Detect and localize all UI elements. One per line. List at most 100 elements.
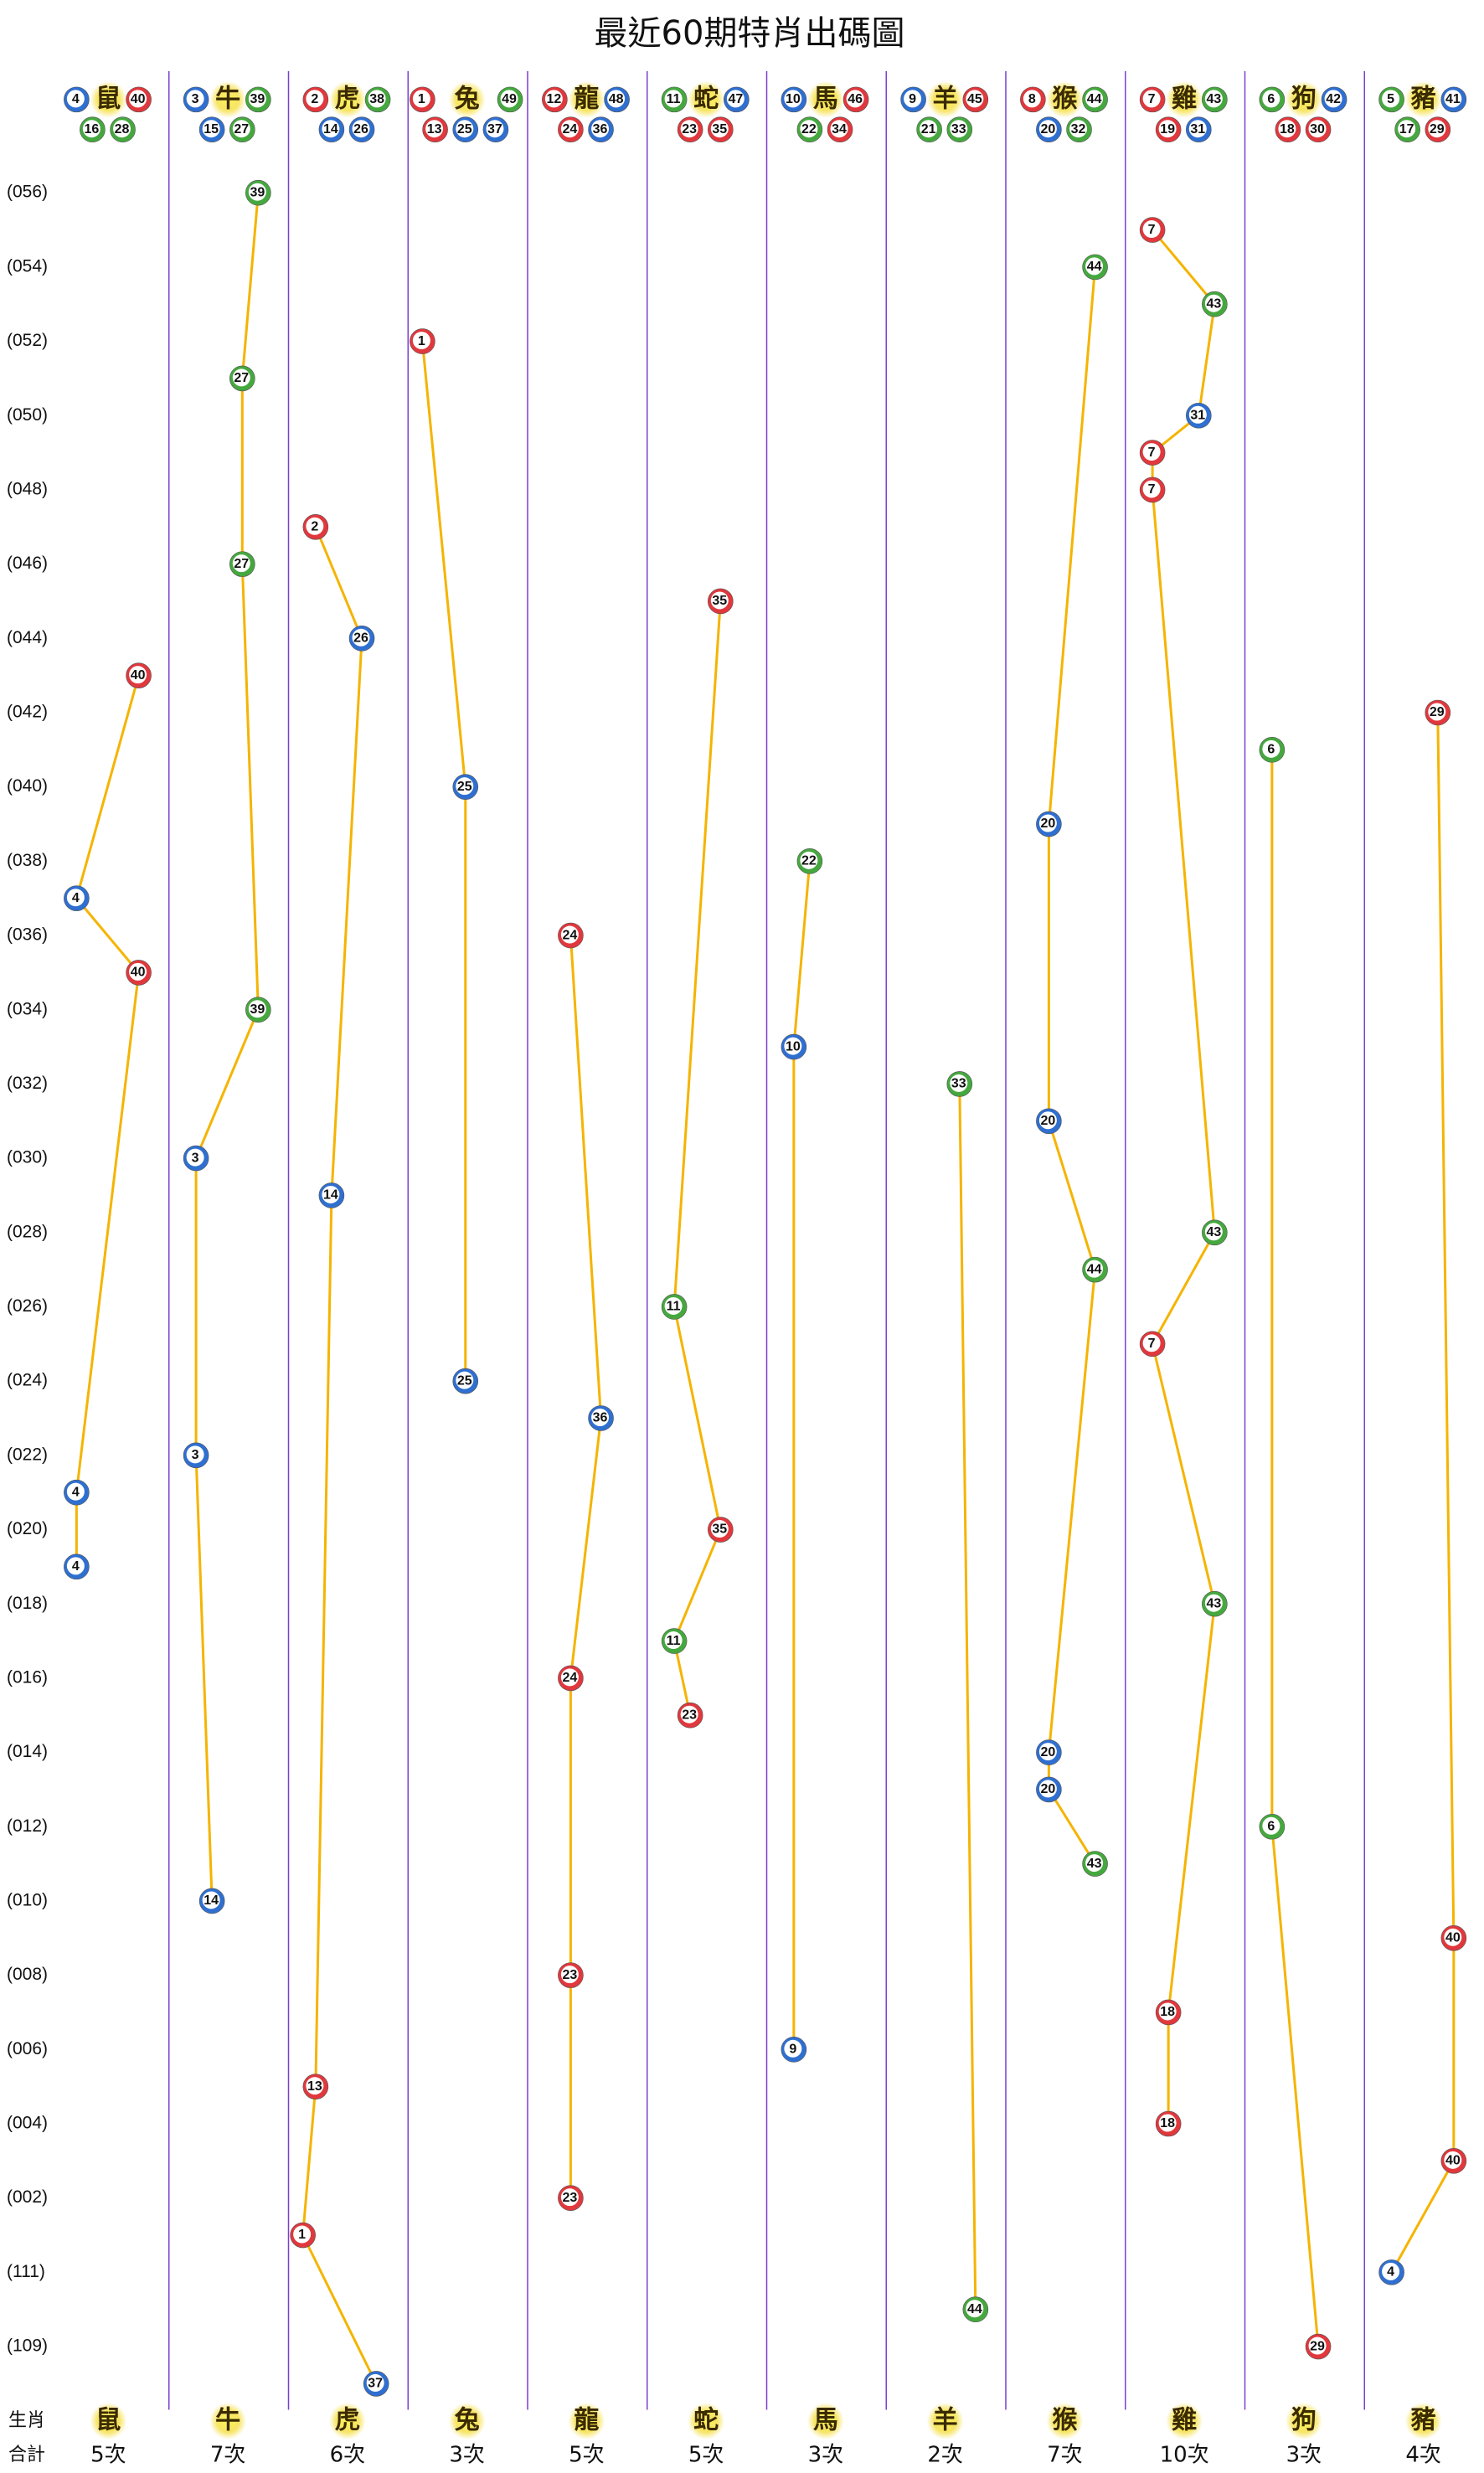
draw-ball: 23 — [558, 2185, 584, 2211]
connector — [194, 1009, 260, 1159]
ball-face — [1444, 1928, 1462, 1946]
header-ball: 4 — [64, 86, 90, 113]
draw-ball: 29 — [1425, 699, 1451, 726]
ball-face — [710, 1520, 729, 1538]
draw-ball: 18 — [1155, 2110, 1182, 2137]
ball-number: 20 — [1040, 1114, 1055, 1128]
ball-face — [500, 90, 518, 108]
ball-number: 13 — [427, 122, 442, 137]
header-ball: 46 — [842, 86, 869, 113]
ball-number: 40 — [1445, 2154, 1461, 2168]
ball-face — [560, 1668, 579, 1687]
header-ball: 11 — [661, 86, 688, 113]
ball-face — [664, 1296, 683, 1315]
zodiac-name: 馬 — [813, 2406, 838, 2435]
ball-face — [425, 120, 444, 138]
name-glow — [90, 2403, 127, 2440]
ball-number: 36 — [593, 1411, 608, 1425]
header-ball: 36 — [588, 116, 614, 143]
ball-face — [1085, 257, 1104, 276]
ball-number: 37 — [487, 122, 502, 137]
y-tick-label: (042) — [7, 703, 48, 722]
ball-face — [846, 90, 864, 108]
ball-face — [186, 90, 204, 108]
ball-number: 42 — [1326, 92, 1341, 106]
ball-number: 18 — [1160, 2005, 1175, 2019]
draw-ball: 4 — [1378, 2259, 1404, 2285]
ball-face — [322, 120, 340, 138]
header-ball: 20 — [1036, 116, 1062, 143]
ball-face — [1142, 443, 1161, 461]
ball-face — [1444, 2151, 1462, 2169]
connector — [1151, 1343, 1216, 1605]
header-ball: 42 — [1321, 86, 1347, 113]
name-glow — [1404, 2403, 1442, 2440]
ball-face — [486, 120, 504, 138]
ball-number: 49 — [502, 92, 517, 106]
ball-face — [830, 120, 848, 138]
ball-number: 2 — [311, 520, 318, 534]
header-ball: 7 — [1139, 86, 1166, 113]
header-ball: 32 — [1066, 116, 1092, 143]
ball-face — [202, 120, 220, 138]
connector — [672, 1306, 722, 1530]
ball-number: 36 — [593, 122, 608, 137]
connector — [75, 897, 140, 974]
ball-number: 24 — [562, 928, 577, 942]
connector — [330, 638, 363, 1196]
draw-ball: 43 — [1202, 1219, 1228, 1246]
draw-ball: 31 — [1186, 402, 1212, 429]
total-count: 6次 — [330, 2443, 366, 2468]
ball-number: 45 — [967, 92, 982, 106]
ball-face — [232, 554, 250, 573]
ball-face — [368, 90, 386, 108]
connector — [958, 1084, 977, 2310]
ball-face — [726, 90, 745, 108]
ball-number: 29 — [1430, 705, 1445, 719]
zodiac-row-label: 生肖 — [8, 2409, 45, 2430]
ball-face — [306, 517, 324, 535]
draw-ball: 40 — [126, 662, 152, 688]
ball-face — [1278, 120, 1296, 138]
header-ball: 31 — [1186, 116, 1212, 143]
ball-number: 3 — [192, 1151, 199, 1165]
ball-face — [1038, 120, 1057, 138]
ball-number: 41 — [1445, 92, 1461, 106]
y-tick-label: (026) — [7, 1296, 48, 1316]
ball-face — [950, 120, 968, 138]
ball-face — [784, 2039, 802, 2058]
ball-number: 29 — [1430, 122, 1445, 137]
ball-face — [366, 2373, 384, 2392]
draw-ball: 24 — [558, 1665, 584, 1692]
draw-ball: 43 — [1202, 1590, 1228, 1617]
ball-face — [1398, 120, 1416, 138]
ball-face — [560, 925, 579, 944]
connector — [1436, 712, 1456, 1939]
ball-number: 11 — [667, 92, 681, 106]
zodiac-name: 猴 — [1052, 2406, 1077, 2435]
ball-face — [113, 120, 131, 138]
name-glow — [1046, 80, 1084, 118]
ball-number: 4 — [72, 1485, 80, 1499]
header-ball: 17 — [1394, 116, 1420, 143]
total-row-label: 合計 — [8, 2444, 45, 2465]
name-glow — [1166, 80, 1203, 118]
ball-face — [1204, 294, 1223, 312]
ball-number: 35 — [712, 1522, 727, 1537]
name-glow — [1285, 80, 1322, 118]
ball-face — [352, 120, 370, 138]
ball-number: 39 — [250, 1002, 265, 1017]
draw-ball: 7 — [1139, 1331, 1166, 1358]
ball-number: 10 — [786, 92, 801, 106]
draw-ball: 4 — [64, 885, 90, 912]
ball-number: 1 — [418, 334, 425, 348]
ball-number: 5 — [1387, 92, 1394, 106]
ball-number: 7 — [1148, 1337, 1156, 1351]
header-ball: 34 — [827, 116, 853, 143]
ball-face — [1085, 1260, 1104, 1278]
ball-number: 40 — [131, 668, 146, 683]
ball-face — [456, 1371, 474, 1389]
ball-number: 7 — [1148, 223, 1156, 237]
header-ball: 40 — [126, 86, 152, 113]
